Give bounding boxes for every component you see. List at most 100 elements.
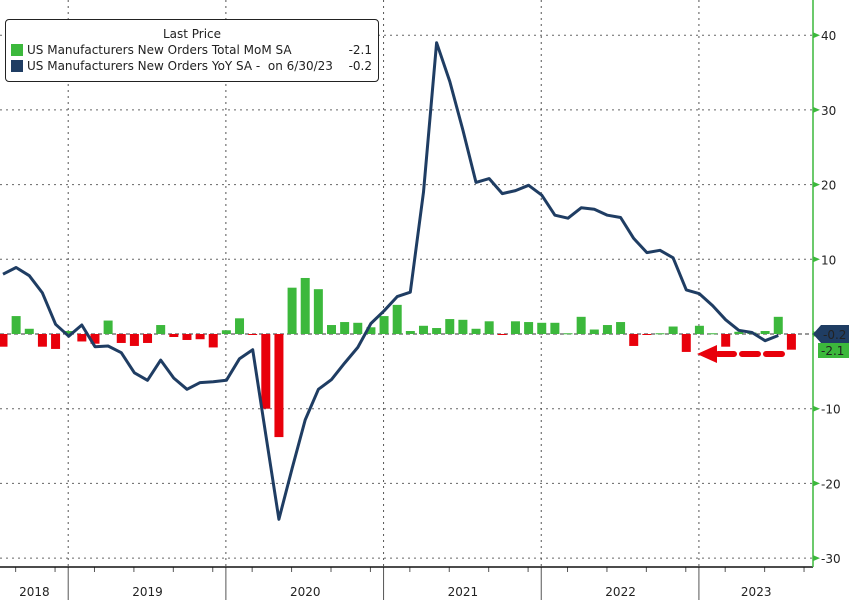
- x-tick-label: 2021: [448, 585, 479, 599]
- mom-last-value: -2.1: [821, 344, 844, 358]
- mom-bar: [208, 334, 218, 348]
- x-tick-label: 2020: [290, 585, 321, 599]
- mom-bar: [708, 333, 718, 335]
- y-tick-marker: [813, 256, 820, 263]
- mom-bar: [143, 334, 153, 343]
- mom-bar: [37, 334, 47, 347]
- mom-bar: [64, 331, 74, 334]
- mom-bar: [103, 320, 113, 334]
- x-tick-label: 2023: [741, 585, 772, 599]
- mom-bar: [563, 333, 573, 335]
- mom-bar: [721, 334, 731, 347]
- legend-label: US Manufacturers New Orders Total MoM SA: [27, 43, 292, 57]
- y-tick-label: -20: [821, 477, 841, 491]
- gridlines: [0, 0, 813, 567]
- y-tick-label: 40: [821, 29, 836, 43]
- red-dashed-arrow-annotation: [697, 345, 785, 363]
- yoy-last-value: -0.2: [823, 328, 846, 342]
- mom-bar: [497, 334, 507, 335]
- mom-bar: [261, 334, 271, 409]
- x-tick-label: 2022: [605, 585, 636, 599]
- mom-bar: [524, 322, 534, 334]
- mom-bar: [24, 328, 34, 334]
- mom-bar: [287, 287, 297, 334]
- green-swatch-icon: [11, 44, 23, 56]
- mom-bar: [576, 316, 586, 334]
- mom-bar: [510, 321, 520, 334]
- mom-bar: [432, 328, 442, 334]
- mom-bar: [694, 325, 704, 334]
- mom-bar: [182, 334, 192, 340]
- mom-bar: [300, 277, 310, 334]
- mom-bar: [458, 319, 468, 334]
- mom-bar: [0, 334, 8, 347]
- mom-bars: [0, 277, 796, 438]
- mom-bar: [760, 331, 770, 334]
- mom-bar: [655, 333, 665, 335]
- mom-bar: [445, 319, 455, 334]
- y-tick-marker: [813, 555, 820, 562]
- y-tick-marker: [813, 181, 820, 188]
- mom-bar: [221, 330, 231, 334]
- legend-title: Last Price: [162, 27, 222, 41]
- mom-bar: [156, 325, 166, 334]
- y-tick-label: -30: [821, 552, 841, 566]
- navy-swatch-icon: [11, 60, 23, 72]
- yoy-line: [2, 41, 779, 521]
- mom-bar: [405, 331, 415, 334]
- mom-bar: [616, 322, 626, 334]
- mom-bar: [11, 316, 21, 334]
- mom-bar: [169, 334, 179, 337]
- mom-bar: [340, 322, 350, 334]
- mom-bar: [116, 334, 126, 343]
- mom-bar: [379, 316, 389, 334]
- mom-bar: [313, 289, 323, 334]
- y-tick-label: 30: [821, 104, 836, 118]
- mom-bar: [248, 334, 258, 335]
- mom-bar: [274, 334, 284, 438]
- legend: Last Price US Manufacturers New Orders T…: [5, 19, 379, 82]
- mom-bar: [773, 316, 783, 334]
- y-tick-label: -10: [821, 403, 841, 417]
- mom-bar: [366, 327, 376, 334]
- mom-bar: [392, 304, 402, 334]
- y-tick-marker: [813, 480, 820, 487]
- mom-bar: [734, 331, 744, 334]
- mom-bar: [471, 328, 481, 334]
- mom-bar: [235, 318, 245, 334]
- mom-bar: [537, 322, 547, 334]
- mom-last-tag: [818, 343, 849, 358]
- mom-bar: [90, 334, 100, 344]
- mom-bar: [51, 334, 61, 349]
- mom-bar: [195, 334, 205, 340]
- x-tick-label: 2019: [132, 585, 163, 599]
- y-tick-marker: [813, 106, 820, 113]
- last-value-tags: -0.2 -2.1: [813, 325, 849, 358]
- mom-bar: [589, 329, 599, 334]
- x-tick-label: 2018: [19, 585, 50, 599]
- mom-bar: [484, 321, 494, 334]
- mom-bar: [681, 334, 691, 352]
- legend-item-mom: US Manufacturers New Orders Total MoM SA…: [6, 42, 378, 58]
- legend-value: -0.2: [348, 59, 372, 73]
- legend-item-yoy: US Manufacturers New Orders YoY SA - on …: [6, 58, 378, 74]
- mom-bar: [629, 334, 639, 346]
- mom-bar: [327, 325, 336, 334]
- yoy-last-tag: [813, 325, 849, 343]
- mom-bar: [353, 322, 363, 334]
- mom-bar: [550, 322, 560, 334]
- mom-bar: [418, 325, 428, 334]
- mom-bar: [129, 334, 139, 346]
- y-tick-label: 10: [821, 253, 836, 267]
- legend-label: US Manufacturers New Orders YoY SA - on …: [27, 59, 333, 73]
- mom-bar: [786, 334, 796, 350]
- legend-value: -2.1: [348, 43, 372, 57]
- y-tick-marker: [813, 405, 820, 412]
- mom-bar: [668, 326, 678, 334]
- y-tick-label: 20: [821, 179, 836, 193]
- mom-bar: [642, 334, 652, 335]
- mom-bar: [602, 325, 612, 334]
- mom-bar: [77, 334, 87, 342]
